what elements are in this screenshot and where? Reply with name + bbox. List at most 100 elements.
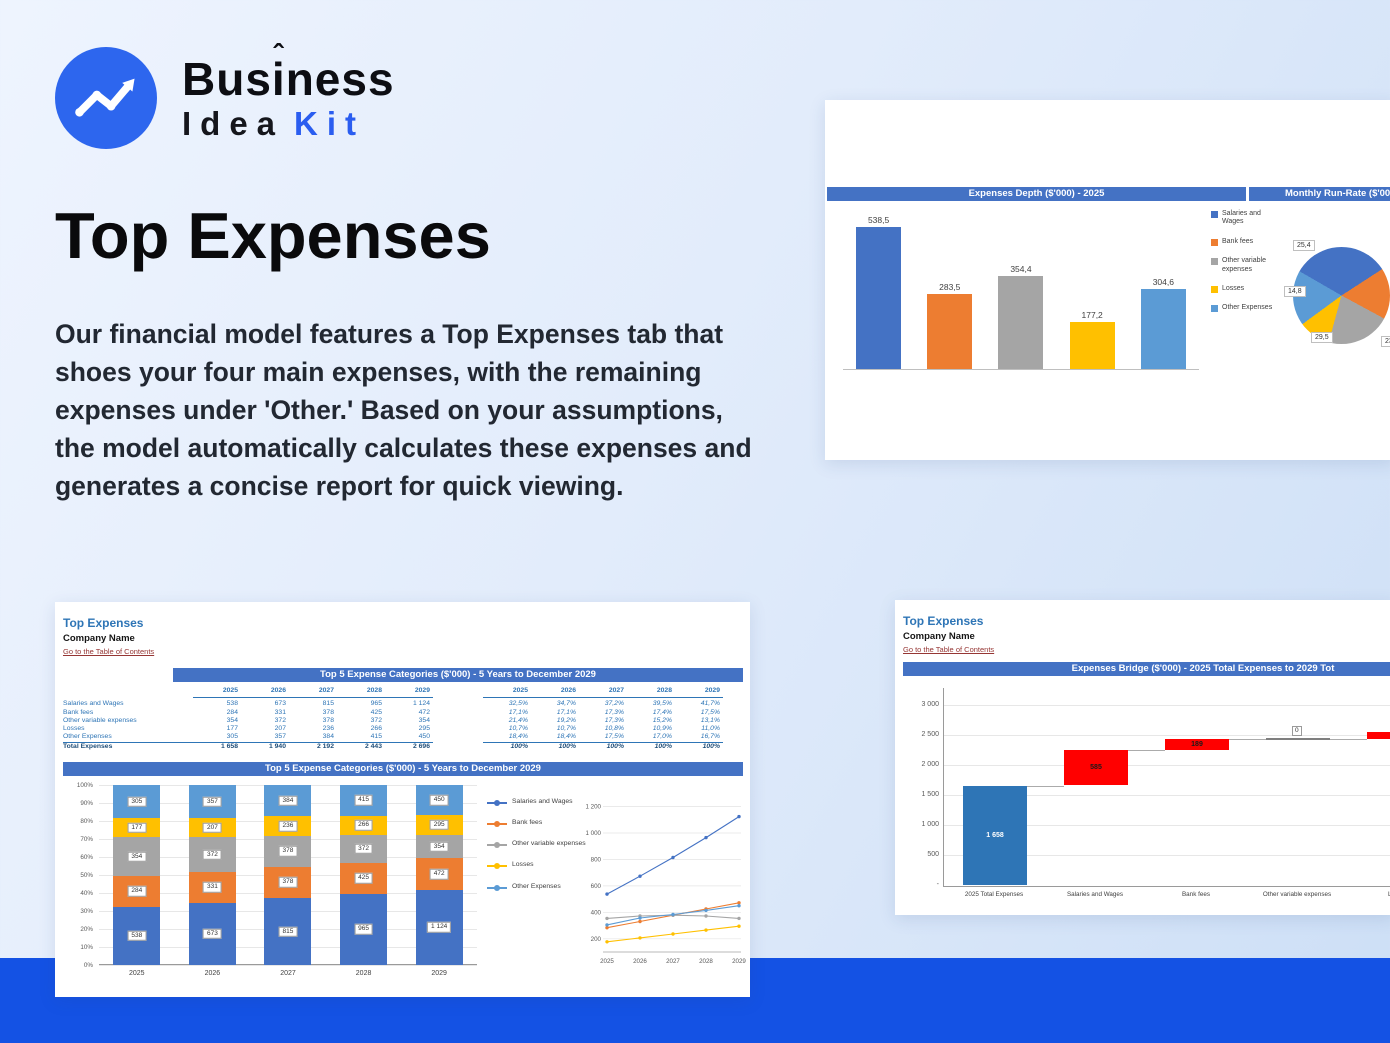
y-axis-tick: 2 000	[921, 761, 939, 768]
y-axis-tick: 60%	[80, 854, 93, 861]
expense-value: 207	[274, 725, 286, 733]
expense-value: 673	[274, 700, 286, 708]
svg-text:2027: 2027	[666, 958, 680, 965]
gridline	[944, 705, 1390, 706]
expense-pct: 17,3%	[604, 716, 624, 724]
y-axis-tick: -	[936, 881, 939, 888]
expense-value: 815	[322, 700, 334, 708]
company-name: Company Name	[903, 631, 975, 642]
segment-data-label: 295	[429, 819, 449, 831]
expense-pct: 10,7%	[556, 725, 576, 733]
expense-pct: 17,4%	[652, 708, 672, 716]
legend-line-icon	[487, 821, 507, 828]
segment-data-label: 236	[278, 820, 298, 832]
y-axis-tick: 1 000	[921, 821, 939, 828]
toc-link[interactable]: Go to the Table of Contents	[63, 647, 155, 656]
legend-swatch-icon	[1211, 285, 1218, 293]
legend-label: Other Expenses	[512, 882, 561, 890]
total-value: 2 443	[337, 741, 385, 751]
stacked-bar: 673 331 372 207 357 2026	[188, 785, 236, 977]
legend-item: Other Expenses	[1211, 304, 1277, 313]
stack-segment: 384	[264, 784, 312, 817]
segment-data-label: 207	[202, 822, 222, 834]
brand-name-part: ness	[285, 53, 395, 105]
segment-data-label: 354	[127, 851, 147, 862]
expense-pct: 41,7%	[700, 700, 720, 708]
expense-value: 450	[418, 733, 430, 741]
brand-idea-label: Idea	[182, 105, 285, 142]
svg-text:800: 800	[591, 857, 602, 864]
bar-value-label: 354,4	[1010, 263, 1032, 274]
expense-pct: 17,0%	[652, 733, 672, 741]
spacer	[433, 733, 483, 741]
segment-data-label: 372	[202, 849, 222, 860]
year-header: 2029	[675, 687, 723, 699]
segment-data-label: 177	[127, 822, 147, 834]
stack-segment: 284	[113, 875, 161, 907]
x-axis-label: 2025 Total Expenses	[964, 891, 1024, 898]
year-header: 2026	[531, 687, 579, 699]
x-axis-label: 2026	[204, 970, 221, 977]
stack-segment: 1 124	[415, 889, 463, 965]
stack-segment: 331	[188, 871, 236, 903]
stack-segment: 357	[188, 785, 236, 819]
legend-line-icon	[487, 863, 507, 870]
total-pct: 100%	[531, 741, 579, 751]
stack-segment: 207	[188, 818, 236, 838]
y-axis-tick: 1 500	[921, 791, 939, 798]
bar-slot: 304,6	[1134, 277, 1192, 369]
y-axis-tick: 500	[927, 851, 939, 858]
expense-row-label: Other variable expenses	[63, 716, 137, 724]
expense-pct: 18,4%	[508, 733, 528, 741]
logo-mark	[55, 47, 157, 149]
segment-data-label: 538	[127, 930, 147, 942]
brand-name-part: Bus	[182, 53, 272, 105]
stack-segment: 236	[264, 816, 312, 836]
stack-segment: 378	[264, 866, 312, 898]
year-header: 2025	[483, 687, 531, 699]
waterfall-bar: 189	[1165, 739, 1229, 751]
monthly-runrate-pie-chart	[1293, 247, 1390, 344]
y-axis-tick: 3 000	[921, 701, 939, 708]
bar-value-label: 538,5	[867, 215, 890, 226]
expense-value: 372	[274, 716, 286, 724]
svg-text:1 000: 1 000	[586, 830, 602, 837]
total-value: 1 658	[193, 741, 241, 751]
y-axis-tick: 30%	[80, 908, 93, 915]
legend-label: Losses	[1222, 284, 1245, 292]
gridline	[944, 825, 1390, 826]
expense-pct: 34,7%	[556, 700, 576, 708]
expense-table: 2025 2026 2027 2028 2029 2025 2026 2027 2028 2029…	[63, 687, 723, 751]
bridge-header-bar: Expenses Bridge ($'000) - 2025 Total Exp…	[903, 662, 1390, 676]
segment-data-label: 425	[354, 873, 374, 884]
spacer	[433, 709, 483, 717]
expense-value: 331	[274, 708, 286, 716]
expense-pct: 10,9%	[652, 725, 672, 733]
expense-pct: 19,2%	[556, 716, 576, 724]
stacked-bars: 538 284 354 177 305 2025 673 331 372 207 357 2026 81…	[99, 784, 477, 977]
expense-value: 965	[370, 700, 382, 708]
gridline	[944, 855, 1390, 856]
toc-link[interactable]: Go to the Table of Contents	[903, 645, 995, 654]
chart-header-bar: Top 5 Expense Categories ($'000) - 5 Yea…	[63, 762, 743, 776]
stacked-plot-area: 538 284 354 177 305 2025 673 331 372 207 357 2026 81…	[99, 784, 477, 977]
chart-header-expenses-depth: Expenses Depth ($'000) - 2025	[827, 187, 1246, 201]
expense-value: 378	[322, 716, 334, 724]
expense-value: 384	[322, 733, 334, 741]
expense-pct: 17,5%	[604, 733, 624, 741]
x-axis-label: 2028	[355, 970, 372, 977]
segment-data-label: 372	[354, 843, 374, 855]
expense-value: 472	[418, 708, 430, 716]
stack-segment: 472	[415, 858, 463, 890]
x-axis-label: 2027	[280, 970, 296, 977]
y-axis-tick: 40%	[80, 890, 93, 897]
legend-swatch-icon	[1211, 238, 1218, 246]
caret-accent-icon: ˆ	[273, 39, 285, 72]
segment-data-label: 331	[202, 882, 222, 893]
series-legend: Salaries and Wages Bank fees Other variabl…	[487, 798, 587, 904]
svg-text:400: 400	[591, 909, 602, 916]
waterfall-chart: 1 658 585 189 0	[943, 688, 1390, 887]
y-axis-tick: 10%	[80, 944, 93, 951]
total-pct: 100%	[627, 741, 675, 751]
svg-text:2025: 2025	[600, 958, 614, 965]
